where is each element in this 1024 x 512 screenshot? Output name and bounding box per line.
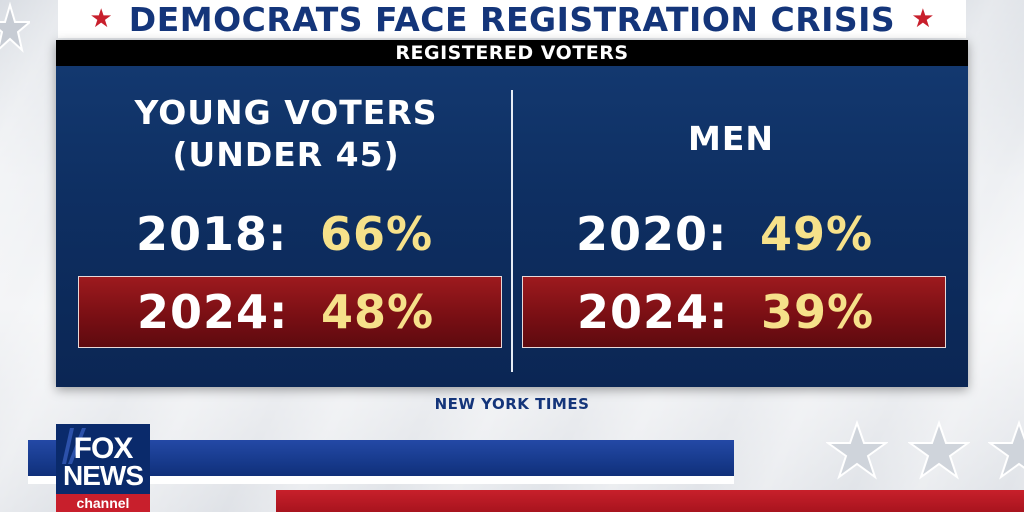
column-title-line: MEN (688, 119, 774, 158)
column-title-line: (UNDER 45) (172, 135, 400, 174)
subhead-title: REGISTERED VOTERS (395, 42, 629, 64)
source-credit: NEW YORK TIMES (434, 395, 590, 413)
young-voters-title: YOUNG VOTERS (UNDER 45) (96, 92, 476, 176)
column-divider (511, 90, 513, 372)
stat-year: 2024: (137, 285, 289, 339)
fox-news-logo: FOX NEWS channel (56, 424, 150, 512)
stat-row-men-2024: 2024: 39% (522, 276, 946, 348)
stat-row-men-2020: 2020: 49% (522, 198, 946, 270)
stat-value: 49% (760, 207, 874, 261)
lower-third-red-band (276, 490, 1024, 512)
stat-year: 2020: (576, 207, 728, 261)
column-title-line: YOUNG VOTERS (134, 93, 438, 132)
background-star-icon (988, 420, 1024, 480)
star-icon: ★ (911, 4, 935, 34)
stat-value: 66% (320, 207, 434, 261)
searchlight-beams-icon (62, 428, 86, 464)
headline-bar: ★ DEMOCRATS FACE REGISTRATION CRISIS ★ (58, 0, 966, 39)
stats-panel: REGISTERED VOTERS YOUNG VOTERS (UNDER 45… (56, 40, 968, 387)
background-star-icon (908, 420, 970, 480)
background-star-icon (826, 420, 888, 480)
background-star-icon (0, 1, 30, 53)
headline-title: DEMOCRATS FACE REGISTRATION CRISIS (128, 0, 896, 39)
logo-channel-text: channel (56, 494, 150, 512)
men-title: MEN (546, 118, 916, 160)
logo-fox-text: FOX (73, 432, 134, 465)
stat-year: 2018: (136, 207, 288, 261)
stat-year: 2024: (577, 285, 729, 339)
stat-value: 39% (761, 285, 875, 339)
stat-row-young-2024: 2024: 48% (78, 276, 502, 348)
star-icon: ★ (89, 4, 113, 34)
stat-row-young-2018: 2018: 66% (78, 198, 502, 270)
stat-value: 48% (321, 285, 435, 339)
logo-news-text: NEWS (63, 460, 144, 491)
subhead-bar: REGISTERED VOTERS (56, 40, 968, 66)
